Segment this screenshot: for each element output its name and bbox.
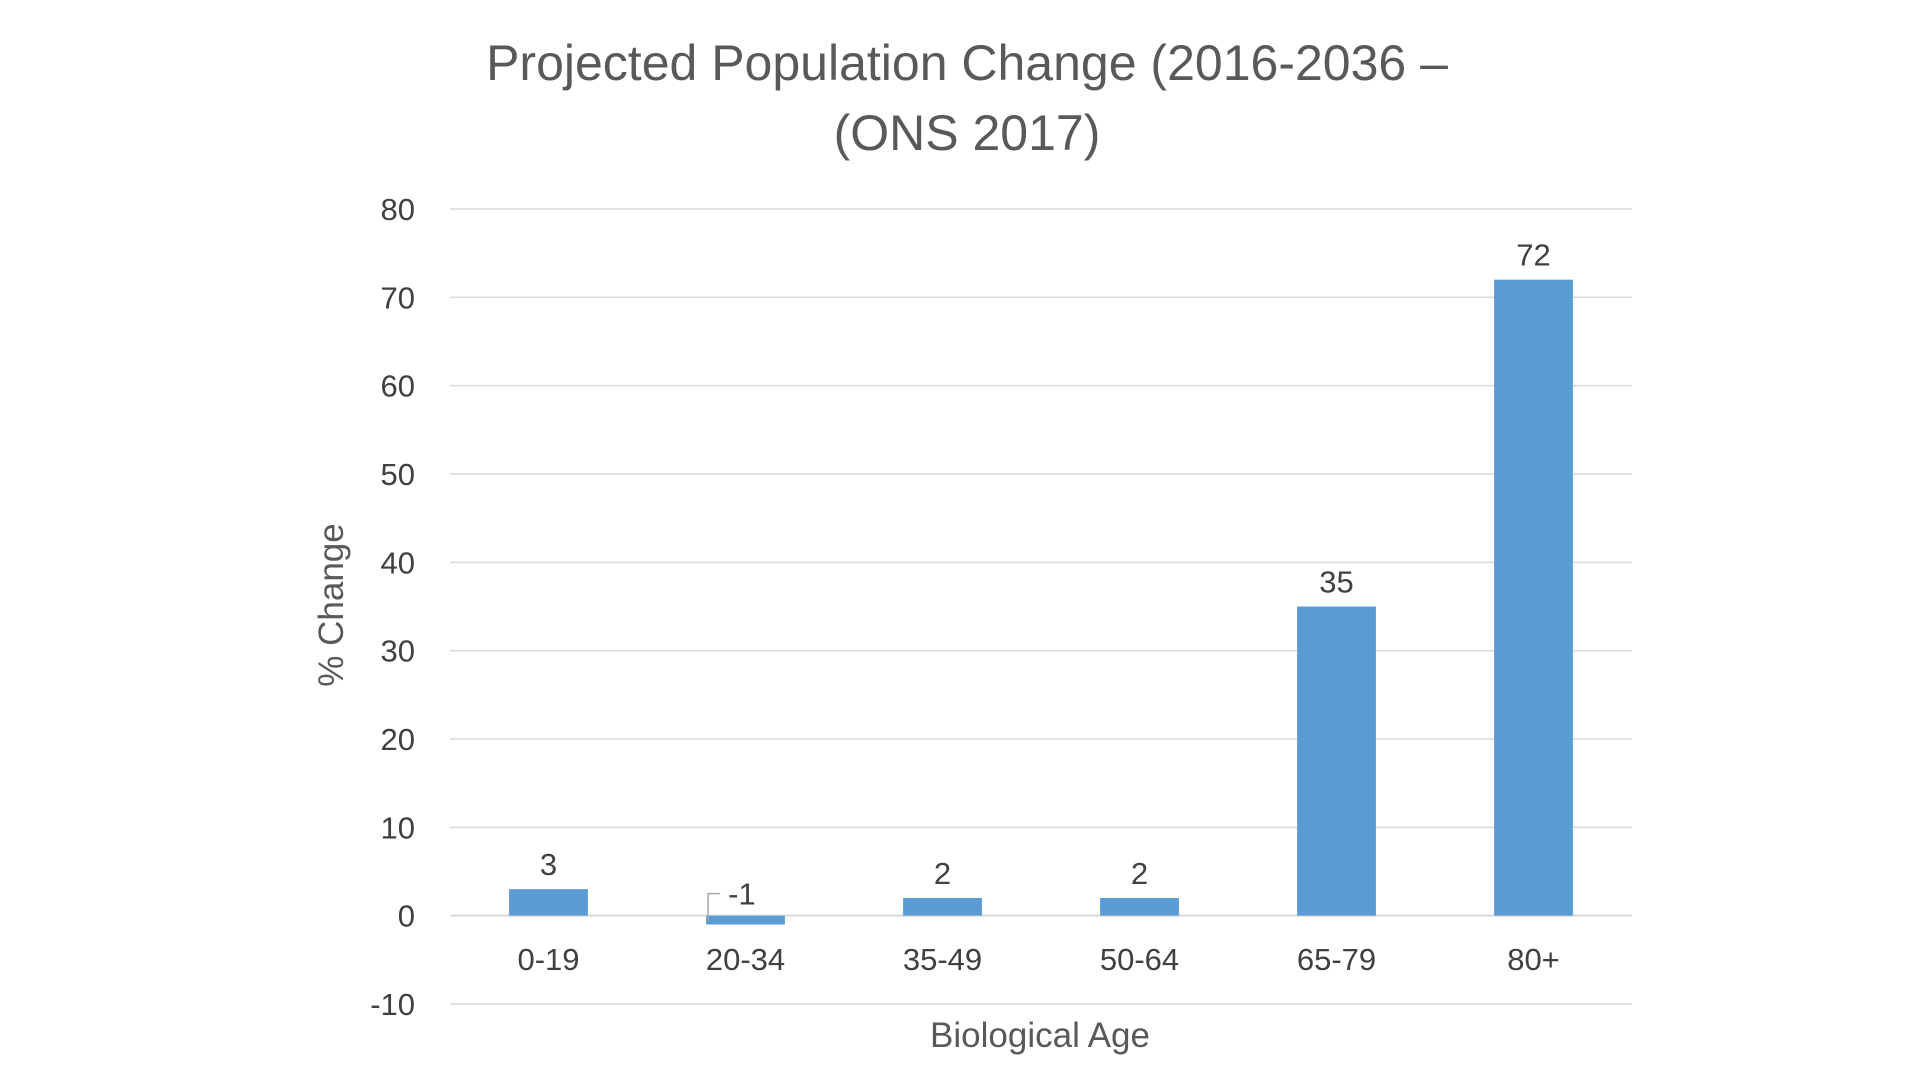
chart-title-line-1: Projected Population Change (2016-2036 –: [486, 35, 1448, 91]
data-label-80+: 72: [1516, 238, 1550, 273]
gridlines: [450, 208, 1632, 1005]
data-label-leader-line: [707, 892, 721, 921]
x-axis-title: Biological Age: [930, 1016, 1150, 1055]
data-label-65-79: 35: [1319, 565, 1353, 600]
x-tick-label: 65-79: [1297, 942, 1376, 977]
bars: [509, 279, 1573, 925]
bar-35-49: [903, 898, 982, 916]
data-label-20-34: -1: [728, 877, 756, 912]
x-tick-label: 50-64: [1100, 942, 1179, 977]
data-label-50-64: 2: [1131, 856, 1148, 891]
y-tick-label: 20: [381, 722, 415, 757]
y-tick-label: 30: [381, 634, 415, 669]
x-tick-label: 20-34: [706, 942, 785, 977]
bar-80+: [1494, 279, 1573, 916]
y-axis-ticks: -10 0 10 20 30 40 50 60 70 80: [370, 192, 415, 1022]
chart-title-line-2: (ONS 2017): [834, 105, 1101, 161]
data-labels: 3 -1 2 2 35 72: [540, 238, 1551, 921]
bar-0-19: [509, 889, 588, 916]
y-tick-label: 50: [381, 457, 415, 492]
x-tick-label: 0-19: [517, 942, 579, 977]
y-tick-label: 70: [381, 280, 415, 315]
y-axis-title: % Change: [312, 523, 351, 686]
x-tick-label: 35-49: [903, 942, 982, 977]
bar-65-79: [1297, 606, 1376, 916]
y-tick-label: 80: [381, 192, 415, 227]
data-label-35-49: 2: [934, 856, 951, 891]
y-tick-label: 60: [381, 369, 415, 404]
y-tick-label: 10: [381, 810, 415, 845]
x-tick-label: 80+: [1507, 942, 1560, 977]
y-tick-label: 40: [381, 545, 415, 580]
x-axis-ticks: 0-19 20-34 35-49 50-64 65-79 80+: [517, 942, 1559, 977]
bar-20-34: [706, 915, 785, 925]
y-tick-label: -10: [370, 987, 415, 1022]
chart-title: Projected Population Change (2016-2036 –…: [486, 35, 1448, 161]
y-tick-label: 0: [398, 899, 415, 934]
bar-50-64: [1100, 898, 1179, 916]
data-label-0-19: 3: [540, 847, 557, 882]
